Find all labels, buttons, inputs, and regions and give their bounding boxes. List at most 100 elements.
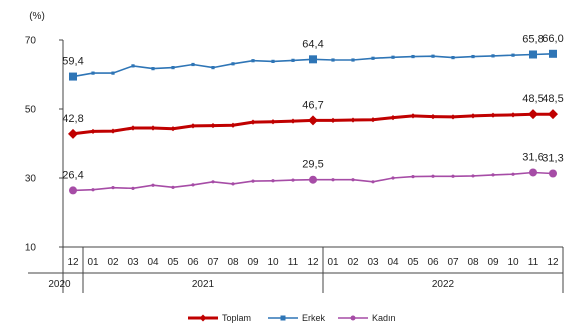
data-point [170, 126, 176, 132]
x-tick-label: 04 [147, 257, 159, 268]
y-tick-label: 70 [25, 36, 37, 47]
data-point [290, 118, 296, 124]
data-point [270, 119, 276, 125]
data-point [351, 178, 355, 182]
data-point [191, 183, 195, 187]
data-point [450, 114, 456, 120]
data-point [190, 123, 196, 129]
data-point [309, 175, 317, 184]
data-point [231, 182, 235, 186]
x-tick-label: 03 [127, 257, 139, 268]
data-point [511, 53, 515, 57]
data-point [309, 55, 317, 64]
year-label: 2022 [432, 279, 455, 290]
x-tick-label: 10 [267, 257, 279, 268]
data-point [411, 54, 415, 59]
data-point [510, 112, 516, 118]
data-point [371, 180, 375, 184]
x-tick-label: 07 [447, 257, 459, 268]
data-point [150, 125, 156, 131]
data-point [470, 113, 476, 119]
data-label: 31,3 [542, 153, 563, 165]
data-point [291, 178, 295, 182]
data-point [410, 113, 416, 119]
data-point [351, 58, 355, 62]
x-tick-label: 08 [467, 257, 479, 268]
data-point [490, 112, 496, 118]
x-tick-label: 09 [487, 257, 499, 268]
data-point [130, 125, 136, 131]
data-point [191, 62, 195, 67]
data-point [528, 109, 538, 120]
data-point [230, 122, 236, 128]
data-point [91, 188, 95, 192]
year-label: 2020 [48, 279, 71, 290]
x-tick-label: 02 [347, 257, 359, 268]
x-tick-label: 12 [547, 257, 559, 268]
data-point [548, 109, 558, 120]
data-point [171, 185, 175, 189]
data-point [111, 186, 115, 190]
data-label: 65,8 [522, 33, 543, 45]
data-point [529, 50, 537, 59]
data-point [231, 62, 235, 66]
x-tick-label: 02 [107, 257, 119, 268]
data-point [549, 49, 557, 58]
data-label: 48,5 [542, 93, 563, 105]
data-label: 29,5 [302, 159, 323, 171]
data-point [390, 115, 396, 121]
data-point [491, 173, 495, 177]
x-tick-label: 06 [187, 257, 199, 268]
data-point [411, 175, 415, 179]
data-point [308, 115, 318, 126]
data-point [430, 113, 436, 120]
data-point [291, 58, 295, 62]
legend-marker [280, 315, 286, 321]
data-point [271, 59, 275, 63]
legend-marker [199, 314, 207, 322]
data-label: 66,0 [542, 33, 563, 45]
x-tick-label: 10 [507, 257, 519, 268]
year-label: 2021 [192, 279, 215, 290]
data-point [350, 117, 356, 123]
data-label: 48,5 [522, 93, 543, 105]
data-label: 26,4 [62, 169, 83, 181]
x-tick-label: 11 [288, 257, 299, 268]
data-point [69, 186, 77, 195]
y-tick-label: 30 [25, 174, 37, 185]
y-tick-label: 10 [25, 243, 37, 254]
y-tick-label: 50 [25, 105, 37, 116]
data-point [471, 174, 475, 178]
data-point [251, 179, 255, 183]
data-point [431, 174, 435, 178]
data-label: 46,7 [302, 99, 323, 111]
x-tick-label: 06 [427, 257, 439, 268]
data-point [331, 178, 335, 182]
x-tick-label: 03 [367, 257, 379, 268]
data-point [271, 179, 275, 183]
x-tick-label: 09 [247, 257, 259, 268]
legend-label: Kadın [372, 313, 396, 323]
data-point [151, 183, 155, 187]
unit-label: (%) [29, 11, 45, 22]
x-tick-label: 07 [207, 257, 219, 268]
x-tick-label: 05 [167, 257, 179, 268]
data-label: 31,6 [522, 151, 543, 163]
data-point [511, 172, 515, 176]
x-tick-label: 01 [87, 257, 99, 268]
data-point [391, 55, 395, 59]
data-point [371, 56, 375, 60]
data-point [210, 122, 216, 129]
data-point [90, 128, 96, 135]
data-point [111, 71, 115, 75]
legend-label: Erkek [302, 313, 326, 323]
data-point [370, 117, 376, 123]
x-tick-label: 05 [407, 257, 419, 268]
data-point [69, 72, 77, 81]
x-tick-label: 04 [387, 257, 399, 268]
data-point [250, 119, 256, 125]
x-tick-label: 01 [327, 257, 339, 268]
data-point [549, 169, 557, 178]
